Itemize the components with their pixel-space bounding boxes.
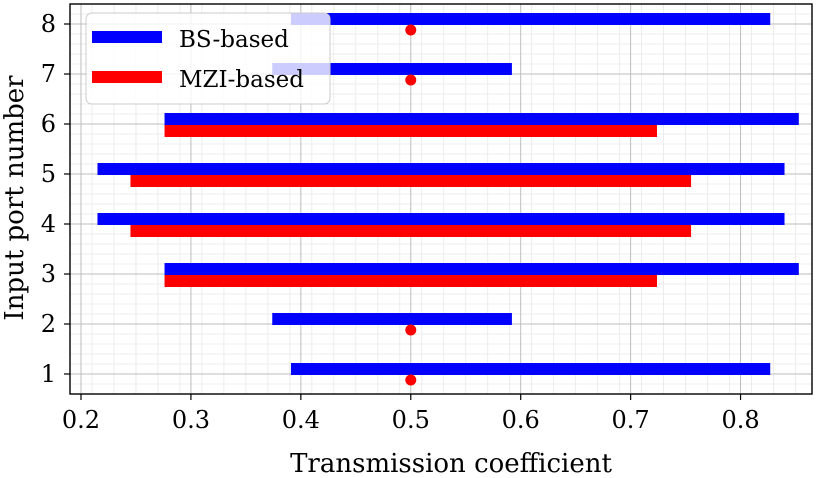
mzi-bar-port-6 [164,125,658,137]
x-tick-label: 0.7 [612,406,650,434]
mzi-bar-port-5 [130,175,692,187]
y-tick-label: 6 [41,110,56,138]
bs-bar-port-4 [97,213,785,225]
y-axis-label: Input port number [0,75,30,321]
bs-bar-port-3 [164,263,799,275]
bs-bar-port-7 [272,63,512,75]
legend-label-mzi: MZI-based [179,67,304,93]
mzi-point-port-8 [405,24,417,36]
axes-frame [69,3,813,395]
y-tick-label: 8 [41,10,56,38]
mzi-point-port-1 [405,374,417,386]
bs-bar-port-8 [290,13,771,25]
range-bars [97,13,799,386]
bs-bar-port-2 [272,313,512,325]
y-tick-label: 5 [41,160,56,188]
x-tick-label: 0.3 [172,406,210,434]
mzi-point-port-2 [405,324,417,336]
bs-bar-port-5 [97,163,785,175]
mzi-bar-port-3 [164,275,658,287]
bs-bar-port-6 [164,113,799,125]
legend-swatch-bs [92,31,162,43]
legend-label-bs: BS-based [179,27,289,53]
y-tick-label: 1 [41,360,56,388]
mzi-bar-port-4 [130,225,692,237]
plot-frame [69,3,813,395]
x-tick-label: 0.6 [502,406,540,434]
legend-swatch-mzi [92,71,162,83]
y-tick-label: 3 [41,260,56,288]
mzi-point-port-7 [405,74,417,86]
legend: BS-based MZI-based [85,12,331,105]
x-tick-label: 0.5 [392,406,430,434]
x-tick-label: 0.4 [282,406,320,434]
y-tick-label: 2 [41,310,56,338]
x-axis-label: Transmission coefficient [290,449,612,478]
bs-bar-port-1 [290,363,771,375]
x-tick-label: 0.8 [721,406,759,434]
x-tick-label: 0.2 [62,406,100,434]
axis-ticks: 0.2 0.3 0.4 0.5 0.6 0.7 0.8 1 2 3 4 5 6 7 8 [41,10,760,434]
y-tick-label: 7 [41,60,56,88]
y-tick-label: 4 [41,210,56,238]
